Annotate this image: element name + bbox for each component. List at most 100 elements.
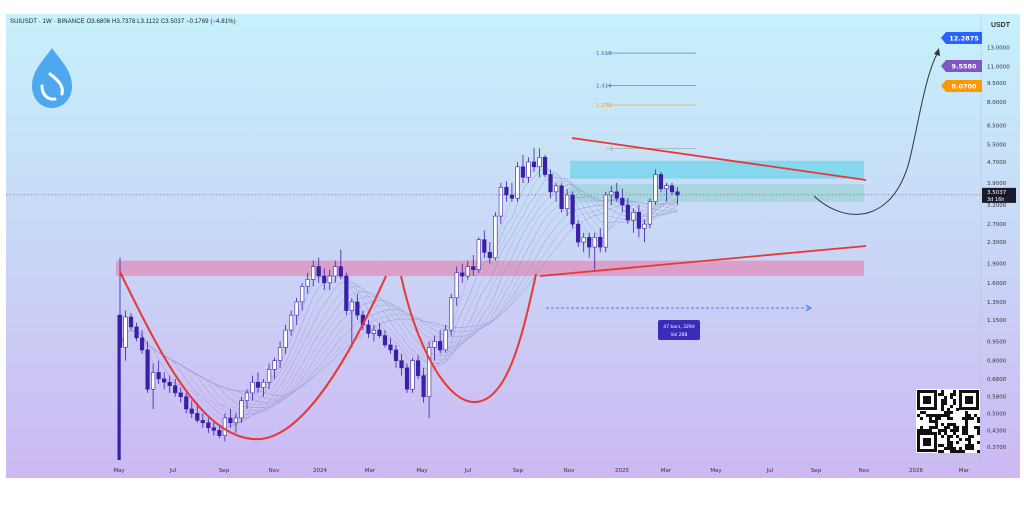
qr-module (965, 438, 968, 441)
candle-body (471, 266, 476, 270)
candle-body (289, 314, 294, 331)
projection-path (813, 51, 939, 215)
candle (266, 363, 272, 390)
candle-body (173, 385, 178, 394)
price-chart[interactable]: 1.618 1.414 1.272 1 13.0000 11.0000 9.5000 8.0… (6, 14, 1020, 478)
candle-body (542, 156, 548, 175)
qr-module (956, 429, 959, 432)
candle (542, 154, 548, 178)
candle (531, 148, 537, 172)
x-tick-label: 2024 (313, 468, 327, 474)
qr-module (923, 429, 926, 432)
projection-arrow (934, 48, 940, 56)
y-tick-label: 2.7000 (987, 222, 1007, 228)
y-tick-label: 5.5000 (987, 142, 1007, 148)
ma-ribbon (119, 164, 678, 430)
candle (636, 205, 641, 238)
price-axis: 13.0000 11.0000 9.5000 8.0000 6.5000 5.5000 4.… (980, 14, 1016, 478)
qr-module (947, 444, 950, 447)
candle (128, 313, 134, 331)
qr-module (950, 393, 953, 396)
candle-body (338, 266, 343, 277)
candle (438, 330, 443, 354)
chart-background (6, 14, 1020, 478)
candle-body (460, 272, 465, 277)
y-tick-label: 3.2000 (987, 203, 1007, 209)
candle (487, 242, 492, 264)
candle (449, 293, 454, 336)
candle-body (647, 201, 653, 225)
qr-module (962, 450, 965, 453)
qr-module (947, 435, 950, 438)
price-tag (941, 80, 982, 92)
y-tick-label: 0.3700 (987, 445, 1007, 451)
candle (277, 341, 283, 368)
qr-module (932, 414, 935, 417)
candle-body (128, 316, 134, 328)
qr-module (968, 441, 971, 444)
candle-body (355, 301, 360, 316)
candle (366, 319, 371, 338)
qr-module (977, 450, 980, 453)
qr-module (938, 432, 941, 435)
candle (261, 378, 266, 397)
candle (443, 324, 448, 353)
candle-body (294, 301, 299, 316)
qr-module (926, 429, 929, 432)
candle-body (515, 166, 520, 199)
candle-body (576, 223, 581, 243)
qr-module (929, 414, 932, 417)
candle-body (311, 266, 316, 280)
current-price-box (982, 187, 1016, 203)
y-tick-label: 1.9000 (987, 262, 1007, 268)
candle (123, 310, 128, 361)
qr-module (941, 435, 944, 438)
candle (603, 191, 608, 253)
candle-body (421, 375, 426, 398)
qr-module (959, 438, 962, 441)
candle-body (553, 185, 559, 193)
qr-module (965, 423, 968, 426)
qr-module (965, 444, 968, 447)
qr-module (974, 426, 977, 429)
price-tag-label: 9.5580 (951, 63, 977, 71)
candle-body (509, 194, 515, 199)
qr-module (935, 426, 938, 429)
candle-body (388, 344, 393, 351)
qr-module (926, 414, 929, 417)
qr-module (917, 429, 920, 432)
candle-body (195, 413, 200, 421)
candle-body (167, 381, 172, 386)
candle (548, 169, 553, 199)
qr-module (977, 417, 980, 420)
candle-body (548, 174, 553, 193)
y-tick-label: 0.5800 (987, 395, 1007, 401)
candle (609, 185, 614, 206)
candle-body (261, 381, 266, 388)
qr-module (941, 444, 944, 447)
candle (653, 169, 658, 206)
candle (598, 228, 603, 253)
candle-body (443, 329, 448, 351)
drawings (6, 48, 981, 441)
x-tick-label: Jul (766, 468, 774, 474)
qr-module (929, 429, 932, 432)
candle (327, 269, 332, 291)
candle-body (504, 186, 509, 196)
candle-body (493, 215, 498, 259)
candle-body (526, 161, 531, 178)
candle (658, 171, 664, 192)
candle-body (636, 211, 641, 229)
qr-module (971, 435, 974, 438)
qr-module (941, 408, 944, 411)
candle-body (145, 349, 150, 390)
candle (393, 344, 399, 368)
x-tick-label: Mar (661, 468, 672, 474)
qr-module (944, 429, 947, 432)
qr-module (977, 429, 980, 432)
qr-module (941, 414, 944, 417)
qr-module (956, 450, 959, 453)
candle-body (366, 324, 371, 334)
candle (349, 297, 354, 348)
qr-module (944, 399, 947, 402)
